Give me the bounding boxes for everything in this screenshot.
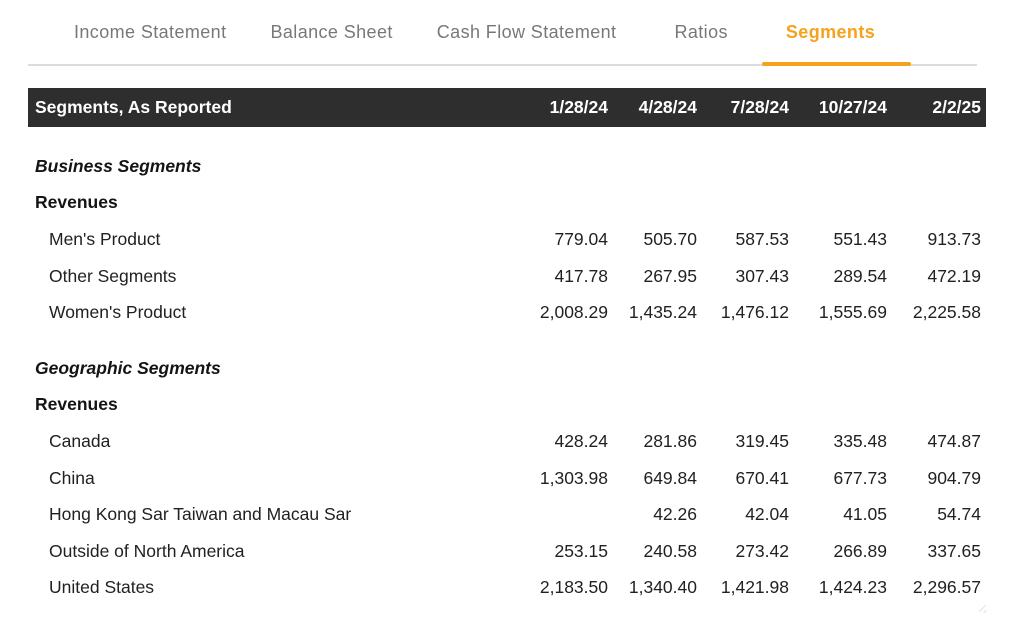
section-title-business-segments: Business Segments	[28, 148, 986, 185]
tab-income-statement[interactable]: Income Statement	[74, 21, 227, 42]
cell-value: 670.41	[735, 467, 789, 488]
cell-value: 677.73	[833, 467, 887, 488]
section-title-text: Geographic Segments	[35, 357, 221, 378]
tab-ratios[interactable]: Ratios	[674, 21, 728, 42]
cell-value: 1,555.69	[818, 302, 887, 323]
cell-value: 904.79	[927, 467, 981, 488]
tab-bar: Income Statement Balance Sheet Cash Flow…	[28, 0, 977, 66]
table-row-womens-product: Women's Product 2,008.29 1,435.24 1,476.…	[28, 294, 986, 331]
cell-value: 2,008.29	[539, 302, 608, 323]
cell-value: 1,435.24	[628, 302, 697, 323]
cell-value: 42.26	[653, 504, 697, 525]
cell-value: 273.42	[735, 540, 789, 561]
subheader-revenues-geographic: Revenues	[28, 387, 986, 424]
table-row-mens-product: Men's Product 779.04 505.70 587.53 551.4…	[28, 221, 986, 258]
row-label: Other Segments	[49, 265, 177, 286]
cell-value: 2,225.58	[912, 302, 981, 323]
tab-segments[interactable]: Segments	[761, 0, 912, 66]
cell-value: 428.24	[554, 430, 608, 451]
cell-value: 240.58	[643, 540, 697, 561]
cell-value: 266.89	[833, 540, 887, 561]
tab-balance-sheet[interactable]: Balance Sheet	[270, 21, 393, 42]
cell-value: 417.78	[554, 265, 608, 286]
column-header-date-4: 10/27/24	[818, 97, 887, 117]
row-label: Canada	[49, 430, 111, 451]
row-label: Outside of North America	[49, 540, 245, 561]
cell-value: 1,476.12	[720, 302, 789, 323]
cell-value: 253.15	[554, 540, 608, 561]
column-header-date-1: 1/28/24	[549, 97, 608, 117]
table-row-united-states: United States 2,183.50 1,340.40 1,421.98…	[28, 570, 986, 607]
cell-value: 913.73	[927, 228, 981, 249]
column-header-date-2: 4/28/24	[638, 97, 697, 117]
subheader-text: Revenues	[35, 192, 118, 213]
cell-value: 472.19	[927, 265, 981, 286]
cell-value: 1,303.98	[539, 467, 608, 488]
cell-value: 281.86	[643, 430, 697, 451]
cell-value: 41.05	[843, 504, 887, 525]
cell-value: 337.65	[927, 540, 981, 561]
cell-value: 54.74	[937, 504, 981, 525]
row-label: Women's Product	[49, 302, 187, 323]
row-label: Hong Kong Sar Taiwan and Macau Sar	[49, 504, 352, 525]
tab-cash-flow-statement[interactable]: Cash Flow Statement	[436, 21, 617, 42]
cell-value: 319.45	[735, 430, 789, 451]
cell-value: 42.04	[745, 504, 789, 525]
row-label: Men's Product	[49, 228, 161, 249]
section-title-text: Business Segments	[35, 155, 202, 176]
cell-value: 307.43	[735, 265, 789, 286]
row-label: United States	[49, 577, 155, 598]
cell-value: 505.70	[643, 228, 697, 249]
cell-value: 267.95	[643, 265, 697, 286]
subheader-revenues-business: Revenues	[28, 185, 986, 222]
resize-grip-icon	[976, 602, 988, 614]
section-title-geographic-segments: Geographic Segments	[28, 350, 986, 387]
cell-value: 551.43	[833, 228, 887, 249]
table-title: Segments, As Reported	[35, 97, 232, 117]
subheader-text: Revenues	[35, 394, 118, 415]
cell-value: 1,421.98	[720, 577, 789, 598]
table-row-other-segments: Other Segments 417.78 267.95 307.43 289.…	[28, 258, 986, 295]
table-row-china: China 1,303.98 649.84 670.41 677.73 904.…	[28, 460, 986, 497]
column-header-date-3: 7/28/24	[730, 97, 789, 117]
table-header-row: Segments, As Reported 1/28/24 4/28/24 7/…	[28, 88, 986, 127]
column-header-date-5: 2/2/25	[932, 97, 981, 117]
table-row-canada: Canada 428.24 281.86 319.45 335.48 474.8…	[28, 423, 986, 460]
cell-value: 587.53	[735, 228, 789, 249]
cell-value: 289.54	[833, 265, 887, 286]
cell-value: 335.48	[833, 430, 887, 451]
cell-value: 779.04	[554, 228, 608, 249]
row-label: China	[49, 467, 95, 488]
table-row-outside-north-america: Outside of North America 253.15 240.58 2…	[28, 533, 986, 570]
cell-value: 1,424.23	[818, 577, 887, 598]
cell-value: 2,296.57	[912, 577, 981, 598]
cell-value: 474.87	[927, 430, 981, 451]
cell-value: 649.84	[643, 467, 697, 488]
table-row-hong-kong-taiwan-macau: Hong Kong Sar Taiwan and Macau Sar 42.26…	[28, 496, 986, 533]
cell-value: 1,340.40	[628, 577, 697, 598]
segments-table: Segments, As Reported 1/28/24 4/28/24 7/…	[28, 88, 986, 606]
cell-value: 2,183.50	[539, 577, 608, 598]
